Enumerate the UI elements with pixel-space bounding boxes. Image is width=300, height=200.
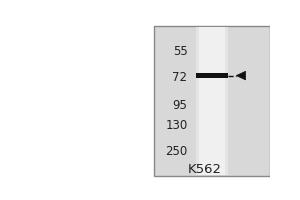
Text: K562: K562 (188, 163, 222, 176)
Text: 250: 250 (165, 145, 188, 158)
Bar (199, 27, 225, 175)
Text: 72: 72 (172, 71, 188, 84)
Text: 55: 55 (173, 45, 188, 58)
Bar (154, 26, 270, 176)
Polygon shape (236, 71, 246, 80)
Bar (196, 73, 228, 78)
Bar (196, 27, 228, 175)
Text: 95: 95 (172, 99, 188, 112)
Text: 130: 130 (165, 119, 188, 132)
